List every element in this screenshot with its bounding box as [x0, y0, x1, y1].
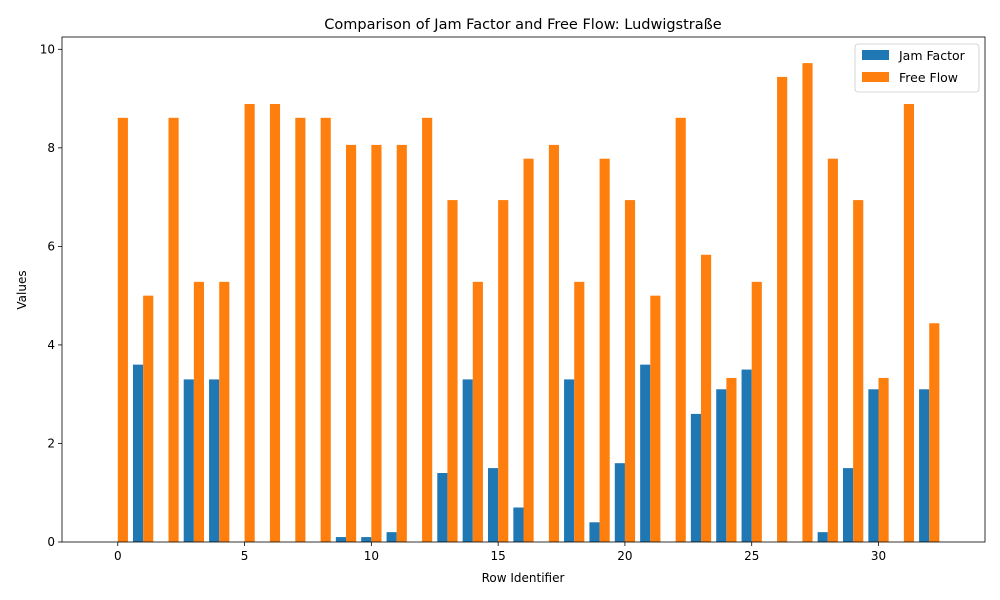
x-tick-label: 5: [241, 549, 249, 563]
bar-free-flow-5: [244, 104, 255, 542]
bar-jam-factor-11: [386, 532, 397, 542]
bar-jam-factor-15: [488, 468, 499, 542]
bar-jam-factor-24: [716, 389, 727, 542]
bar-free-flow-19: [599, 158, 610, 542]
bar-jam-factor-29: [843, 468, 854, 542]
bar-free-flow-4: [219, 281, 230, 542]
bar-jam-factor-10: [361, 537, 372, 542]
bar-jam-factor-4: [209, 379, 220, 542]
legend-swatch-free-flow: [862, 72, 889, 82]
y-tick-label: 10: [40, 42, 55, 56]
y-axis-label: Values: [15, 270, 29, 309]
bar-jam-factor-14: [462, 379, 473, 542]
bar-free-flow-30: [878, 377, 889, 542]
bar-jam-factor-23: [690, 413, 701, 542]
bar-jam-factor-3: [183, 379, 194, 542]
bar-free-flow-14: [472, 281, 483, 542]
bar-jam-factor-30: [868, 389, 879, 542]
bar-free-flow-20: [624, 200, 636, 542]
x-axis-ticks: 0 5 10 15 20 25 30: [114, 542, 886, 563]
legend-label-free-flow: Free Flow: [899, 70, 958, 85]
bar-free-flow-0: [117, 117, 128, 543]
bars-layer: [117, 63, 940, 543]
bar-jam-factor-32: [919, 389, 930, 542]
bar-free-flow-8: [320, 117, 331, 543]
x-tick-label: 15: [491, 549, 506, 563]
x-tick-label: 20: [617, 549, 632, 563]
bar-free-flow-21: [650, 295, 661, 542]
bar-free-flow-28: [827, 158, 838, 542]
bar-free-flow-11: [396, 144, 407, 542]
bar-free-flow-24: [726, 377, 737, 542]
bar-free-flow-9: [346, 144, 357, 542]
bar-free-flow-25: [751, 281, 762, 542]
bar-free-flow-31: [903, 104, 914, 542]
bar-jam-factor-13: [437, 473, 448, 542]
bar-free-flow-10: [371, 144, 382, 542]
y-tick-label: 0: [47, 535, 55, 549]
bar-free-flow-23: [701, 254, 712, 542]
bar-jam-factor-1: [133, 364, 144, 542]
bar-free-flow-2: [168, 117, 179, 543]
bar-jam-factor-25: [741, 369, 752, 542]
legend-swatch-jam-factor: [862, 50, 889, 60]
bar-free-flow-29: [853, 200, 864, 542]
bar-free-flow-12: [422, 117, 433, 543]
x-tick-label: 0: [114, 549, 122, 563]
bar-jam-factor-18: [564, 379, 575, 542]
bar-free-flow-18: [574, 281, 585, 542]
bar-free-flow-22: [675, 117, 686, 543]
bar-jam-factor-21: [640, 364, 651, 542]
x-tick-label: 10: [364, 549, 379, 563]
bar-free-flow-7: [295, 117, 306, 543]
x-tick-label: 25: [744, 549, 759, 563]
bar-free-flow-17: [548, 144, 559, 542]
bar-free-flow-1: [143, 295, 154, 542]
bar-free-flow-15: [498, 200, 509, 542]
bar-free-flow-27: [802, 63, 813, 543]
bar-free-flow-3: [193, 281, 204, 542]
bar-jam-factor-28: [817, 532, 828, 542]
bar-free-flow-6: [269, 104, 281, 542]
x-axis-label: Row Identifier: [482, 571, 565, 585]
bar-free-flow-32: [929, 323, 940, 542]
bar-jam-factor-19: [589, 522, 600, 542]
y-tick-label: 4: [47, 338, 55, 352]
bar-free-flow-16: [523, 158, 534, 542]
bar-jam-factor-16: [513, 507, 524, 542]
y-tick-label: 8: [47, 141, 55, 155]
plot-frame: [61, 36, 986, 543]
x-tick-label: 30: [871, 549, 886, 563]
y-tick-label: 6: [47, 239, 55, 253]
bar-free-flow-13: [447, 200, 458, 542]
legend-label-jam-factor: Jam Factor: [898, 48, 966, 63]
bar-free-flow-26: [777, 76, 788, 542]
bar-jam-factor-20: [614, 463, 625, 542]
chart-title: Comparison of Jam Factor and Free Flow: …: [324, 17, 721, 33]
bar-jam-factor-9: [335, 537, 346, 542]
legend: Jam Factor Free Flow: [854, 43, 980, 93]
y-axis-ticks: 0 2 4 6 8 10: [40, 42, 62, 549]
y-tick-label: 2: [47, 436, 55, 450]
